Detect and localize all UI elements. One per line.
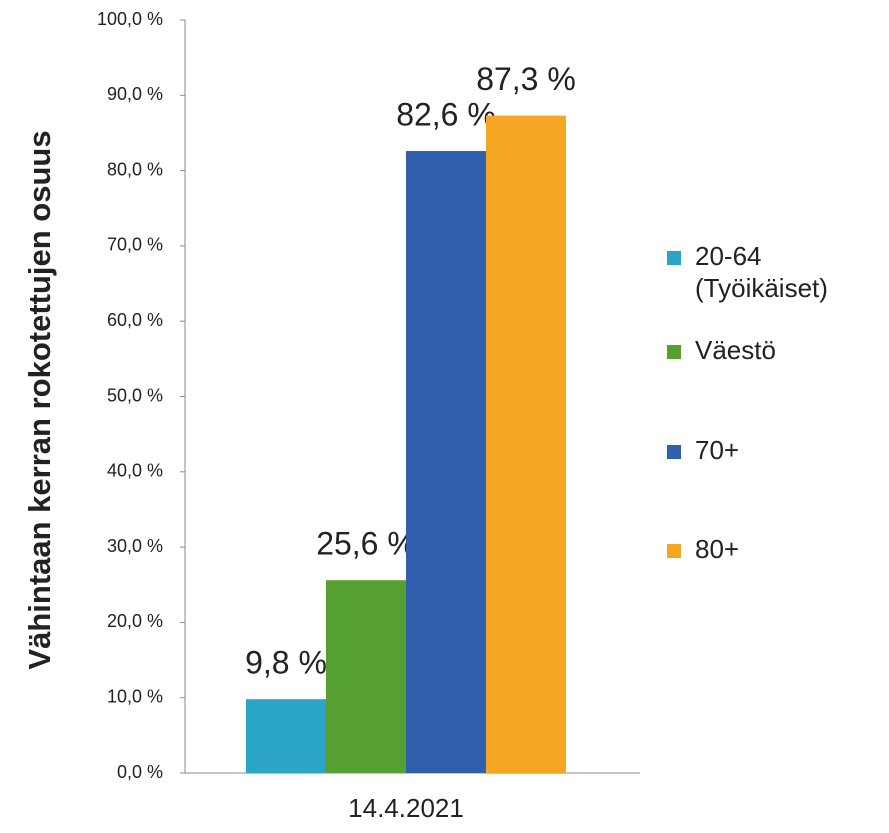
y-tick-label: 50,0 %	[107, 385, 163, 405]
y-tick-label: 100,0 %	[97, 9, 163, 29]
legend-line: (Työikäiset)	[695, 273, 828, 303]
x-tick-label: 14.4.2021	[348, 793, 464, 823]
bar	[406, 151, 486, 774]
bar	[326, 580, 406, 773]
bar	[246, 699, 326, 773]
legend-label: 20-64 (Työikäiset)	[695, 241, 828, 303]
legend-label: 70+	[695, 435, 739, 465]
y-tick-label: 0,0 %	[117, 762, 163, 782]
y-tick-label: 80,0 %	[107, 159, 163, 179]
value-label: 82,6 %	[396, 96, 496, 132]
legend-label: Väestö	[695, 335, 776, 365]
y-tick-label: 40,0 %	[107, 461, 163, 481]
value-label: 87,3 %	[476, 61, 576, 97]
legend-swatch	[667, 345, 681, 359]
legend-swatch	[667, 544, 681, 558]
bar	[486, 115, 566, 774]
y-tick-label: 90,0 %	[107, 84, 163, 104]
y-axis-title: Vähintaan kerran rokotettujen osuus	[22, 130, 57, 669]
value-label: 25,6 %	[316, 526, 416, 562]
legend-swatch	[667, 251, 681, 265]
legend-line: 20-64	[695, 241, 762, 271]
legend-swatch	[667, 445, 681, 459]
value-label: 9,8 %	[245, 645, 327, 681]
y-tick-label: 30,0 %	[107, 536, 163, 556]
y-tick-label: 70,0 %	[107, 235, 163, 255]
legend-label: 80+	[695, 534, 739, 564]
y-tick-label: 20,0 %	[107, 611, 163, 631]
y-tick-label: 10,0 %	[107, 686, 163, 706]
y-tick-label: 60,0 %	[107, 310, 163, 330]
